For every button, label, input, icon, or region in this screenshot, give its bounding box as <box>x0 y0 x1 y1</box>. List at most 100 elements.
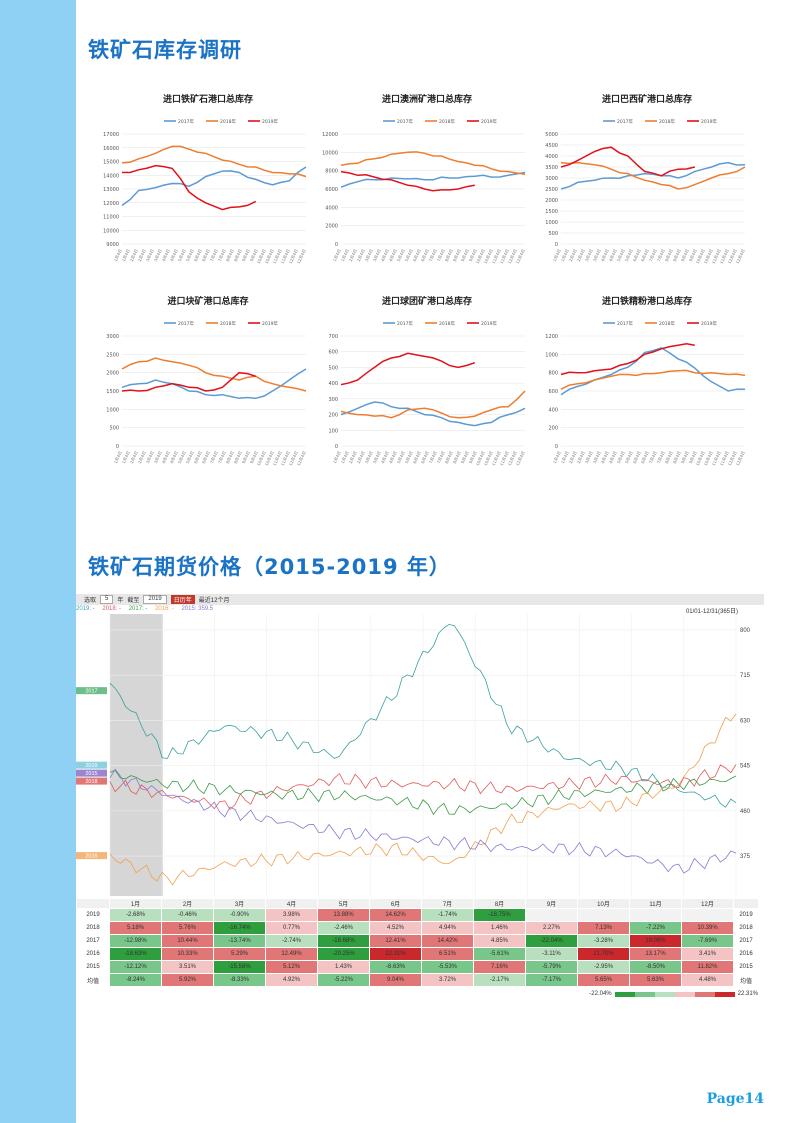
scale-swatch <box>634 991 655 997</box>
legend-2017: 2017: - <box>128 606 148 612</box>
legend-label: 2018年 <box>659 320 675 327</box>
y-tick-label: 500 <box>109 426 119 432</box>
heat-cell: 13.88% <box>317 908 370 922</box>
year-tag-label: 2018 <box>85 779 97 785</box>
mini-chart-3: 进口巴西矿港口总库存 2017年 2018年 2019年 0 500 1000 1500 200… <box>533 86 761 282</box>
x-tick-label: 3月4日 <box>153 248 163 262</box>
x-tick-label: 8月4日 <box>672 450 682 464</box>
x-tick-label: 4月4日 <box>161 248 171 262</box>
x-tick-label: 3月4日 <box>592 450 602 464</box>
year-count-input[interactable]: 5 <box>100 595 114 604</box>
month-header: 1月 <box>109 898 162 909</box>
legend-label: 2019年 <box>262 118 278 125</box>
section-title-inventory: 铁矿石库存调研 <box>88 38 242 62</box>
x-tick-label: 11月4日 <box>491 450 502 466</box>
tab-calendar-year[interactable]: 日历年 <box>170 595 195 604</box>
futures-series-2019 <box>109 769 737 816</box>
row-year-right: 2017 <box>733 934 759 948</box>
x-tick-label: 12月4日 <box>288 248 299 264</box>
legend-label: 2017年 <box>397 118 413 125</box>
year-tag-bg <box>76 761 107 769</box>
chart-title: 进口巴西矿港口总库存 <box>602 93 692 105</box>
row-year: 2019 <box>76 908 110 922</box>
x-tick-label: 1月4日 <box>121 450 131 464</box>
heat-cell: -8.50% <box>629 960 682 974</box>
x-tick-label: 12月4日 <box>296 450 307 466</box>
x-tick-label: 7月4日 <box>656 450 666 464</box>
y-tick-label: 2000 <box>545 198 558 204</box>
heat-cell: 4.92% <box>265 973 318 987</box>
x-tick-label: 1月4日 <box>332 450 342 464</box>
x-tick-label: 8月4日 <box>452 450 462 464</box>
legend-label: 2017年 <box>397 320 413 327</box>
x-tick-label: 8月4日 <box>664 248 674 262</box>
x-tick-label: 5月4日 <box>616 450 626 464</box>
x-tick-label: 8月4日 <box>225 450 235 464</box>
year-tag-bg <box>76 777 107 785</box>
y-tick-label: 600 <box>548 389 558 395</box>
heat-cell: 10.33% <box>161 947 214 961</box>
x-tick-label: 3月4日 <box>372 248 382 262</box>
y-tick-label: 1000 <box>545 220 558 226</box>
chart-title: 进口铁矿石港口总库存 <box>163 93 253 105</box>
x-tick-label: 4月4日 <box>169 248 179 262</box>
x-tick-label: 6月4日 <box>412 450 422 464</box>
legend-label: 2017年 <box>617 118 633 125</box>
heat-cell: 3.41% <box>681 947 734 961</box>
x-tick-label: 1月4日 <box>340 450 350 464</box>
y-tick-label: 3000 <box>545 176 558 182</box>
y-tick-label: 5000 <box>545 132 558 138</box>
x-tick-label: 9月4日 <box>249 248 259 262</box>
x-tick-label: 3月4日 <box>364 248 374 262</box>
tab-last-12-months[interactable]: 最近12个月 <box>198 598 230 604</box>
month-header: 3月 <box>213 898 266 909</box>
heat-cell: 9.04% <box>369 973 422 987</box>
x-tick-label: 5月4日 <box>177 248 187 262</box>
heat-cell: 12.49% <box>265 947 318 961</box>
year-tag-label: 2019 <box>85 763 97 769</box>
x-tick-label: 5月4日 <box>404 248 414 262</box>
scale-swatch <box>614 991 635 997</box>
x-tick-label: 2月4日 <box>129 248 139 262</box>
series-line-2017年 <box>340 171 526 188</box>
chart-bg <box>533 86 761 282</box>
x-tick-label: 1月4日 <box>552 450 562 464</box>
futures-line-chart: 375 460 545 630 715 800 2017 2019 2015 2018 2016 <box>76 614 751 896</box>
heat-cell: 21.70% <box>577 947 630 961</box>
end-year-input[interactable]: 2019 <box>143 595 167 604</box>
x-tick-label: 11月4日 <box>272 248 283 264</box>
x-tick-label: 3月4日 <box>145 450 155 464</box>
heat-cell: 6.51% <box>421 947 474 961</box>
x-tick-label: 12月4日 <box>288 450 299 466</box>
y-tick-label: 1000 <box>545 352 558 358</box>
heat-cell: -5.61% <box>473 947 526 961</box>
x-tick-label: 11月4日 <box>491 248 502 264</box>
y-tick-label: 13000 <box>103 187 119 193</box>
x-tick-label: 7月4日 <box>428 450 438 464</box>
heat-cell: -2.46% <box>317 921 370 935</box>
heat-cell: -5.22% <box>317 973 370 987</box>
scale-max: 22.31% <box>737 991 758 997</box>
x-tick-label: 9月4日 <box>468 248 478 262</box>
x-tick-label: 8月4日 <box>225 248 235 262</box>
row-year-right: 2015 <box>733 960 759 974</box>
row-year-right: 2016 <box>733 947 759 961</box>
toolbar-label-select: 选取 <box>84 598 97 604</box>
series-line-2017年 <box>121 166 307 207</box>
month-header: 7月 <box>421 898 474 909</box>
y-tick-label: 3000 <box>106 334 119 340</box>
y-tick-label: 0 <box>116 444 119 450</box>
x-tick-label: 5月4日 <box>624 248 634 262</box>
x-tick-label: 11月4日 <box>280 248 291 264</box>
row-year: 均值 <box>76 973 110 987</box>
y-tick-label: 545 <box>740 764 751 770</box>
x-tick-label: 1月4日 <box>560 450 570 464</box>
y-tick-label: 9000 <box>106 242 119 248</box>
chart-bg <box>94 86 322 282</box>
legend-label: 2017年 <box>617 320 633 327</box>
x-tick-label: 10月4日 <box>256 248 267 264</box>
heat-cell: -7.17% <box>525 973 578 987</box>
x-tick-label: 6月4日 <box>193 450 203 464</box>
x-tick-label: 6月4日 <box>193 248 203 262</box>
x-tick-label: 12月4日 <box>727 450 738 466</box>
